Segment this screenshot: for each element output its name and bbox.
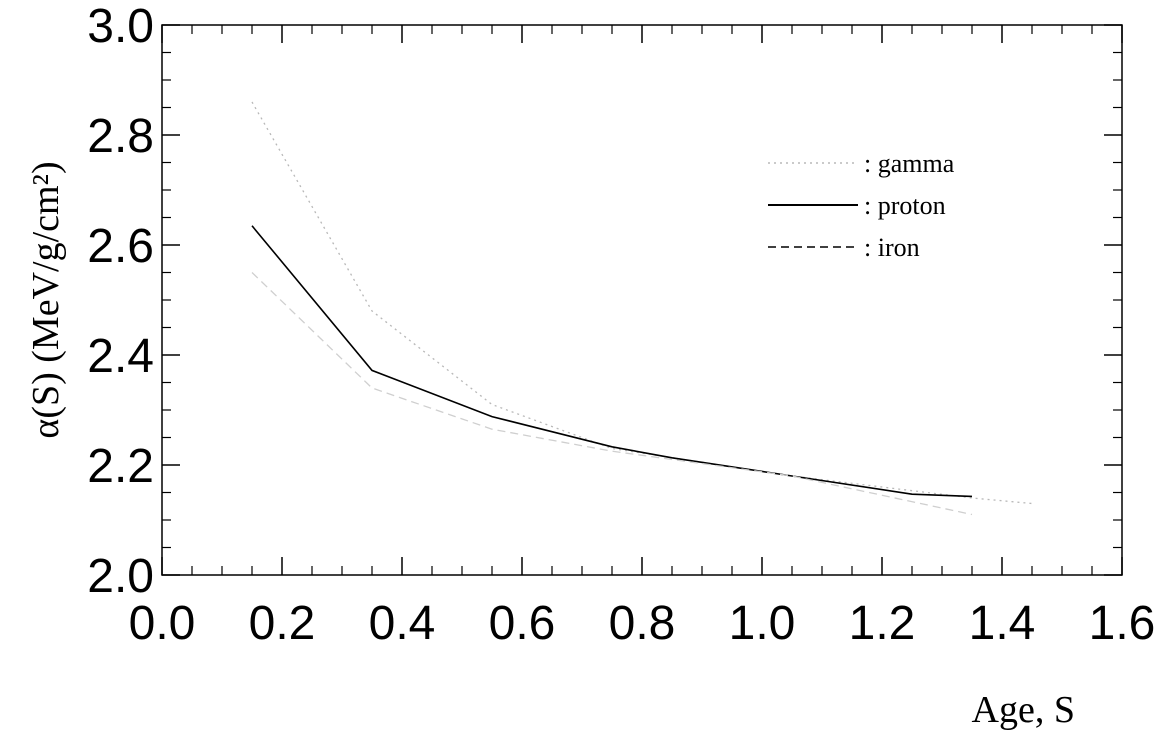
x-axis-title: Age, S: [972, 689, 1075, 731]
series-layer: [251, 101, 1033, 516]
labels-layer: 0.0 0.2 0.4 0.6 0.8 1.0 1.2 1.4 1.6 2.0 2.2 2.4 2.6 2…: [87, 0, 1155, 650]
x-tick-label: 1.6: [1089, 597, 1156, 650]
plot-frame: [161, 24, 1123, 576]
x-tick-label: 0.6: [489, 597, 556, 650]
legend: : gamma : proton : iron: [768, 149, 955, 262]
x-tick-label: 0.4: [369, 597, 436, 650]
x-tick-label: 0.8: [609, 597, 676, 650]
y-tick-label: 2.6: [87, 220, 154, 273]
y-axis-title: α(S) (MeV/g/cm²): [25, 161, 67, 438]
legend-label: : proton: [864, 191, 946, 220]
x-tick-label: 1.2: [849, 597, 916, 650]
series-line-gamma: [251, 101, 1033, 505]
y-tick-label: 2.0: [87, 550, 154, 603]
y-tick-label: 2.2: [87, 440, 154, 493]
y-tick-label: 3.0: [87, 0, 154, 53]
ticks-layer: [161, 24, 1123, 576]
x-tick-label: 1.4: [969, 597, 1036, 650]
legend-label: : gamma: [864, 149, 955, 178]
y-tick-label: 2.4: [87, 330, 154, 383]
series-line-iron: [251, 272, 973, 516]
x-tick-label: 0.0: [129, 597, 196, 650]
legend-label: : iron: [864, 233, 920, 262]
y-tick-label: 2.8: [87, 110, 154, 163]
series-line-proton: [251, 225, 973, 498]
x-tick-label: 1.0: [729, 597, 796, 650]
x-tick-label: 0.2: [249, 597, 316, 650]
